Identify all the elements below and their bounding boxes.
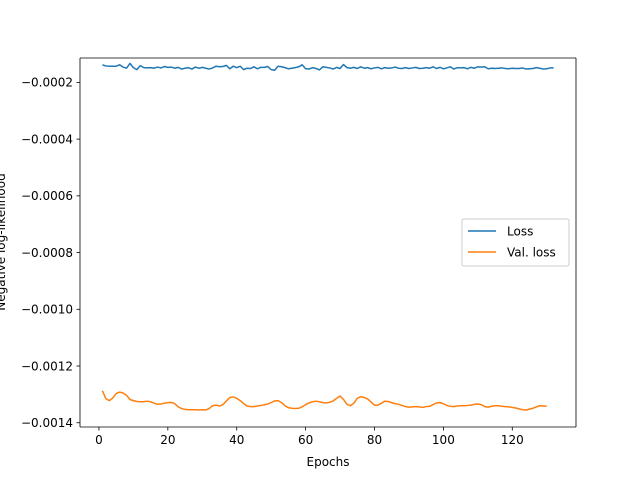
y-tick-label: −0.0010: [21, 303, 73, 317]
legend-label-loss: Loss: [507, 225, 533, 239]
x-tick-label: 100: [432, 433, 455, 447]
x-axis-ticks: 0 20 40 60 80 100 120: [95, 427, 524, 447]
legend: Loss Val. loss: [461, 218, 570, 267]
series-line-loss: [102, 62, 554, 71]
x-tick-label: 60: [298, 433, 313, 447]
x-tick-label: 0: [95, 433, 103, 447]
y-tick-label: −0.0006: [21, 189, 73, 203]
x-tick-label: 40: [229, 433, 244, 447]
y-axis-label: Negative log-likelihood: [0, 173, 8, 310]
y-tick-label: −0.0008: [21, 246, 73, 260]
series-line-val-loss: [101, 390, 547, 411]
y-tick-label: −0.0012: [21, 359, 73, 373]
x-tick-label: 120: [501, 433, 524, 447]
x-tick-label: 80: [367, 433, 382, 447]
y-tick-label: −0.0002: [21, 76, 73, 90]
y-tick-label: −0.0004: [21, 132, 73, 146]
y-tick-label: −0.0014: [21, 416, 73, 430]
y-axis-ticks: −0.0002 −0.0004 −0.0006 −0.0008 −0.0010 −0.00…: [21, 76, 80, 430]
legend-label-val-loss: Val. loss: [507, 246, 556, 260]
x-axis-label: Epochs: [307, 455, 350, 469]
plot-frame: [79, 57, 577, 428]
x-tick-label: 20: [160, 433, 175, 447]
series-layer: [101, 62, 554, 411]
